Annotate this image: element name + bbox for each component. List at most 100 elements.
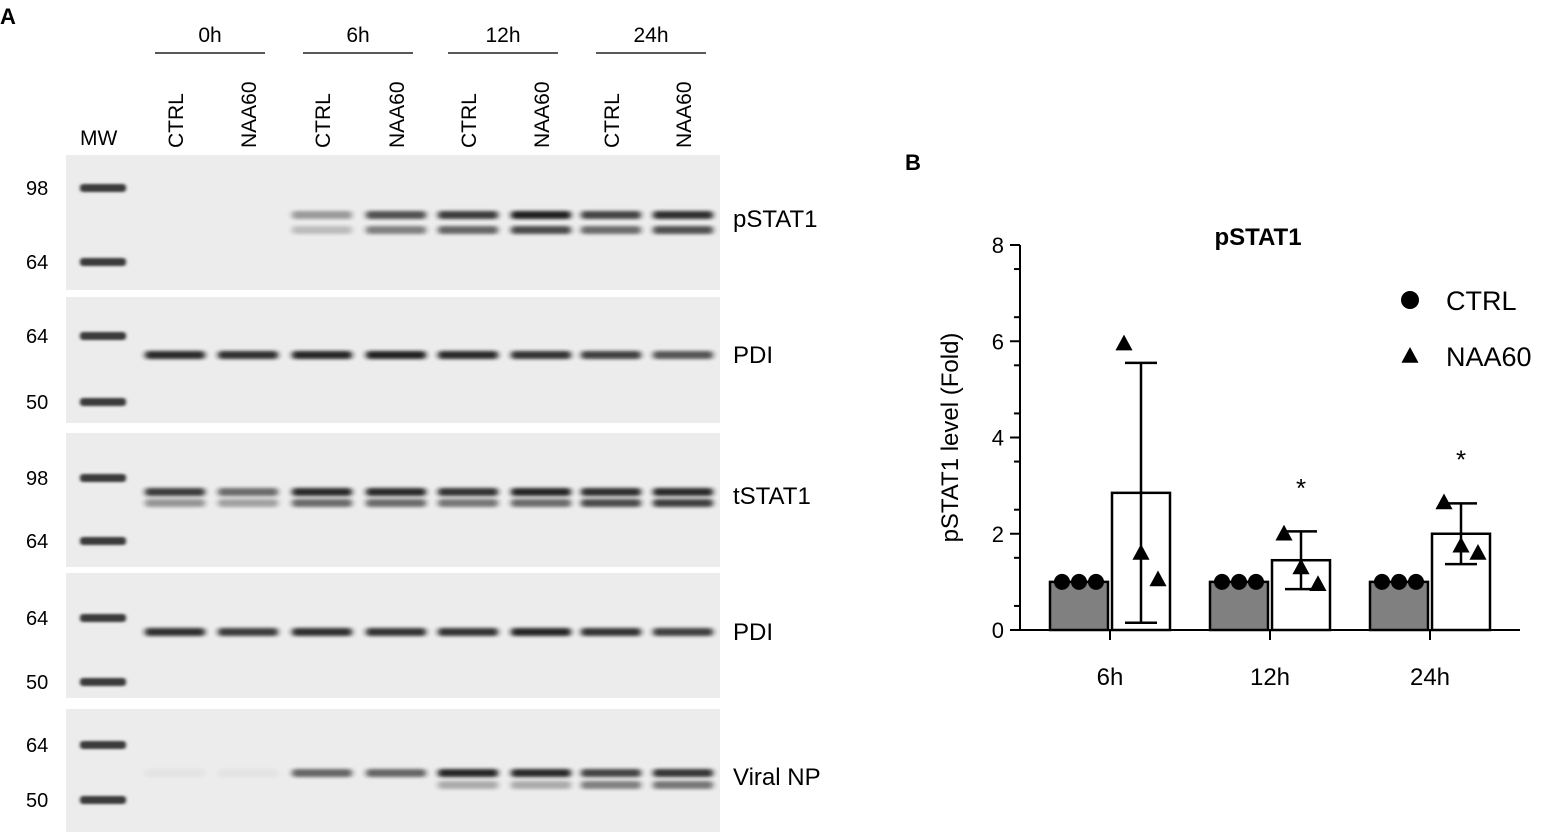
panel-label-b: B [905,150,921,175]
protein-band [653,211,713,219]
x-tick-label: 12h [1250,664,1290,691]
legend-marker-triangle [1401,347,1419,363]
protein-band [511,769,571,777]
protein-band [653,781,713,789]
blot-5 [66,709,720,832]
blot-1 [66,155,720,290]
significance-marker: * [1296,473,1306,503]
data-point-circle [1391,573,1407,590]
panel-label-a: A [0,4,16,29]
protein-band [292,769,352,777]
protein-band [653,488,713,496]
mw-marker: 50 [26,790,48,812]
data-point-triangle [1275,524,1293,541]
y-tick-label: 2 [992,522,1004,547]
protein-band [218,628,278,636]
blot-membrane [66,155,720,290]
protein-band [581,226,641,234]
timepoint-label: 6h [346,24,369,47]
mw-marker: 64 [26,735,48,757]
protein-band [438,211,498,219]
data-point-circle [1248,573,1264,590]
lane-label: CTRL [601,93,624,148]
mw-label: MW [80,127,117,150]
bar-ctrl [1048,580,1110,632]
protein-band [145,488,205,496]
legend-label: CTRL [1446,286,1517,316]
protein-band [366,769,426,777]
mw-marker: 64 [26,252,48,274]
mw-marker: 50 [26,672,48,694]
protein-band [511,351,571,359]
y-tick-label: 8 [992,233,1004,258]
lane-label: NAA60 [386,81,409,148]
blot-label: PDI [733,619,773,646]
data-point-circle [1408,573,1424,590]
data-point-circle [1054,573,1070,590]
protein-band [511,781,571,789]
protein-band [581,488,641,496]
protein-band [366,226,426,234]
blot-label: PDI [733,342,773,369]
protein-band [653,351,713,359]
ladder-band [80,332,126,340]
protein-band [218,499,278,507]
protein-band [438,781,498,789]
protein-band [653,499,713,507]
protein-band [581,781,641,789]
protein-band [511,499,571,507]
data-point-circle [1374,573,1390,590]
protein-band [653,628,713,636]
ladder-band [80,184,126,192]
protein-band [581,628,641,636]
lane-label: CTRL [312,93,335,148]
data-point-circle [1214,573,1230,590]
data-point-triangle [1469,544,1487,560]
x-tick-label: 24h [1410,664,1450,691]
data-point-circle [1071,573,1087,590]
y-axis-label: pSTAT1 level (Fold) [937,333,964,543]
protein-band [218,351,278,359]
data-point-triangle [1309,575,1327,592]
chart-title: pSTAT1 [1214,224,1301,251]
ladder-band [80,474,126,482]
ladder-band [80,614,126,622]
protein-band [581,499,641,507]
timepoint-label: 24h [633,24,668,47]
data-point-triangle [1149,570,1167,587]
protein-band [218,488,278,496]
significance-marker: * [1456,444,1466,474]
mw-marker: 64 [26,326,48,348]
mw-marker: 98 [26,468,48,490]
mw-marker: 98 [26,178,48,200]
y-tick-label: 6 [992,329,1004,354]
protein-band [438,226,498,234]
y-tick-label: 0 [992,618,1004,643]
ladder-band [80,537,126,545]
protein-band [366,211,426,219]
western-blot-figure: A MW 0h 6h 12h 24h CTRL NAA60 CTRL NAA60 CTRL NAA60… [0,4,821,832]
western-blot-panel: A MW 0h 6h 12h 24h CTRL NAA60 CTRL NAA60 CTRL NAA60… [0,4,821,832]
ladder-band [80,741,126,749]
protein-band [292,226,352,234]
y-tick-label: 4 [992,426,1004,451]
protein-band [438,769,498,777]
protein-band [145,769,205,777]
protein-band [145,499,205,507]
protein-band [511,226,571,234]
data-point-triangle [1435,493,1453,510]
protein-band [145,628,205,636]
x-tick-label: 6h [1097,664,1124,691]
lane-label: NAA60 [531,81,554,148]
protein-band [366,499,426,507]
protein-band [292,488,352,496]
protein-band [511,488,571,496]
mw-marker: 50 [26,392,48,414]
ladder-band [80,258,126,266]
blot-label: Viral NP [733,764,821,791]
timepoint-label: 0h [198,24,221,47]
ladder-band [80,678,126,686]
protein-band [366,628,426,636]
